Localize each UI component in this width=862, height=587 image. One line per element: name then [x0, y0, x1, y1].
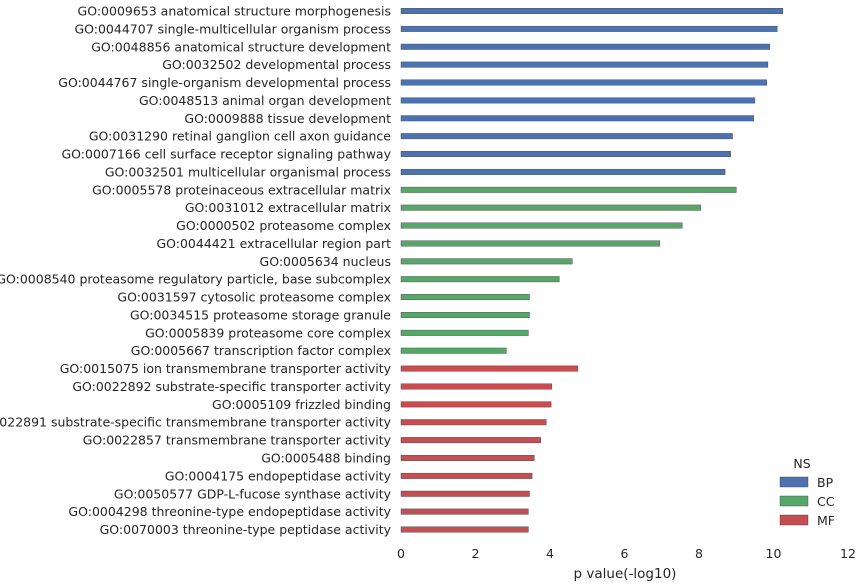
legend-swatch-bp: [779, 476, 809, 488]
category-label: GO:0031012 extracellular matrix: [185, 200, 391, 215]
bar-cc: [400, 347, 507, 354]
category-label: GO:0031597 cytosolic proteasome complex: [117, 290, 391, 305]
x-tick-label: 6: [621, 546, 629, 561]
x-axis-ticks: 0 2 4 6 8 10 12: [397, 546, 856, 561]
bar-bp: [400, 43, 770, 50]
category-label: GO:0034515 proteasome storage granule: [130, 307, 391, 322]
category-label: GO:0005109 frizzled binding: [212, 397, 391, 412]
category-label: GO:0000502 proteasome complex: [176, 218, 391, 233]
category-label: GO:0007166 cell surface receptor signali…: [61, 147, 391, 162]
category-label: GO:0009653 anatomical structure morphoge…: [78, 4, 391, 19]
bar-mf: [400, 472, 533, 479]
bar-cc: [400, 186, 737, 193]
legend-swatch-cc: [779, 495, 809, 507]
category-label: GO:0044707 single-multicellular organism…: [74, 21, 391, 36]
bars-layer: [400, 8, 784, 533]
bar-cc: [400, 294, 530, 301]
bar-cc: [400, 312, 530, 318]
x-tick-label: 0: [397, 546, 405, 561]
legend-label-mf: MF: [817, 513, 835, 528]
x-axis-label: p value(-log10): [574, 566, 677, 582]
category-label: GO:0044421 extracellular region part: [156, 236, 391, 251]
category-label: GO:0050577 GDP-L-fucose synthase activit…: [114, 486, 392, 501]
x-tick-label: 12: [840, 546, 856, 561]
category-labels: GO:0009653 anatomical structure morphoge…: [0, 4, 392, 538]
category-label: GO:0032501 multicellular organismal proc…: [105, 164, 391, 179]
bar-bp: [400, 97, 756, 104]
bar-mf: [400, 526, 529, 533]
bar-mf: [400, 508, 529, 515]
legend-swatch-mf: [779, 514, 809, 526]
bar-mf: [400, 401, 552, 408]
bar-cc: [400, 258, 573, 265]
bar-cc: [400, 329, 529, 336]
category-label: GO:0022892 substrate-specific transporte…: [72, 379, 391, 394]
category-label: GO:0005667 transcription factor complex: [131, 343, 391, 358]
bar-bp: [400, 151, 731, 157]
x-tick-label: 10: [766, 546, 782, 561]
x-tick-label: 2: [472, 546, 480, 561]
category-label: GO:0044767 single-organism developmental…: [58, 75, 391, 90]
category-label: GO:0004175 endopeptidase activity: [165, 468, 392, 483]
bar-mf: [400, 455, 535, 461]
category-label: GO:0015075 ion transmembrane transporter…: [60, 361, 392, 376]
category-label: GO:0005488 binding: [261, 451, 391, 466]
legend-items: BP CC MF: [779, 475, 835, 528]
category-label: GO:0005578 proteinaceous extracellular m…: [92, 182, 391, 197]
bar-bp: [400, 133, 733, 140]
legend-label-bp: BP: [817, 475, 834, 490]
bar-bp: [400, 79, 767, 86]
category-label: GO:0070003 threonine-type peptidase acti…: [100, 522, 392, 537]
category-label: GO:0008540 proteasome regulatory particl…: [0, 272, 391, 287]
category-label: GO:0004298 threonine-type endopeptidase …: [68, 504, 391, 519]
category-label: GO:0048513 animal organ development: [139, 93, 391, 108]
x-tick-label: 4: [546, 546, 554, 561]
category-label: GO:0005839 proteasome core complex: [145, 325, 391, 340]
bar-cc: [400, 204, 702, 211]
legend-title: NS: [793, 456, 810, 471]
bar-mf: [400, 419, 547, 426]
bar-mf: [400, 437, 541, 444]
bar-bp: [400, 61, 769, 68]
bar-mf: [400, 490, 530, 497]
bar-cc: [400, 240, 661, 247]
bar-cc: [400, 276, 560, 283]
legend: NS BP CC MF: [779, 456, 835, 528]
category-label: GO:0005634 nucleus: [260, 254, 391, 269]
category-label: GO:0032502 developmental process: [162, 57, 391, 72]
bar-cc: [400, 222, 683, 229]
category-label: GO:0031290 retinal ganglion cell axon gu…: [89, 129, 391, 144]
category-label: GO:0022857 transmembrane transporter act…: [83, 433, 392, 448]
legend-label-cc: CC: [817, 494, 835, 509]
category-label: GO:0048856 anatomical structure developm…: [91, 39, 391, 54]
category-label: GO:0022891 substrate-specific transmembr…: [0, 415, 392, 430]
category-label: GO:0009888 tissue development: [184, 111, 391, 126]
bar-bp: [400, 115, 754, 122]
x-tick-label: 8: [695, 546, 703, 561]
bar-bp: [400, 8, 784, 14]
bar-mf: [400, 383, 553, 390]
bar-bp: [400, 168, 726, 175]
bar-bp: [400, 25, 778, 32]
bar-mf: [400, 365, 579, 372]
